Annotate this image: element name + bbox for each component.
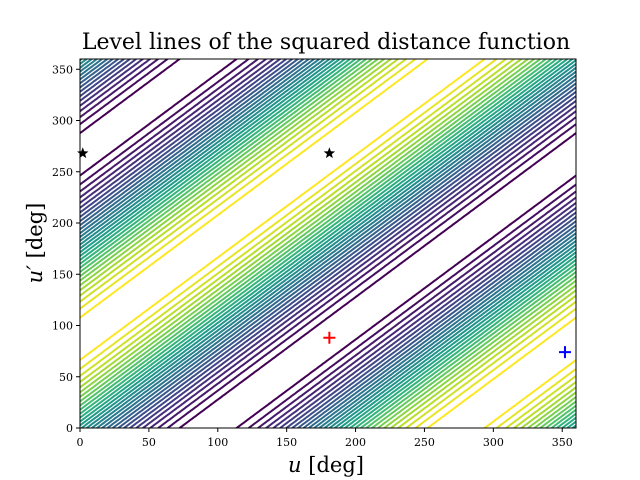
contour-level xyxy=(80,59,576,428)
y-axis-label: u′ [deg] xyxy=(23,203,47,284)
contour-level xyxy=(80,59,576,428)
x-tick-label: 100 xyxy=(207,436,228,449)
contour-level xyxy=(80,59,576,428)
y-tick-label: 0 xyxy=(66,422,73,435)
y-tick-label: 250 xyxy=(52,166,73,179)
contour-level xyxy=(80,59,576,428)
saddle-center-marker xyxy=(323,147,336,159)
x-tick-label: 150 xyxy=(276,436,297,449)
y-tick-label: 200 xyxy=(52,217,73,230)
y-tick-label: 50 xyxy=(59,371,73,384)
contour-lines xyxy=(80,59,576,428)
contour-level xyxy=(80,59,576,428)
contour-level xyxy=(80,59,576,428)
y-tick-label: 350 xyxy=(52,63,73,76)
contour-level xyxy=(80,59,576,428)
contour-level xyxy=(80,59,576,428)
contour-level xyxy=(80,59,576,428)
y-tick-label: 150 xyxy=(52,268,73,281)
x-tick-label: 0 xyxy=(77,436,84,449)
x-axis-ticks: 0 50 100 150 200 250 300 350 xyxy=(77,428,573,449)
x-axis-label: u [deg] xyxy=(288,453,364,477)
contour-level xyxy=(80,59,576,428)
x-axis-label-unit: [deg] xyxy=(302,453,364,477)
y-tick-label: 300 xyxy=(52,115,73,128)
second-minimum-marker xyxy=(558,346,571,359)
x-axis-label-var: u xyxy=(288,453,302,477)
contour-level xyxy=(80,59,576,428)
x-tick-label: 350 xyxy=(552,436,573,449)
global-minimum-marker xyxy=(323,331,336,344)
y-axis-ticks: 0 50 100 150 200 250 300 350 xyxy=(52,63,80,435)
x-tick-label: 200 xyxy=(345,436,366,449)
y-axis-label-unit: [deg] xyxy=(23,203,47,265)
y-axis-label-var: u′ xyxy=(23,265,47,284)
contour-level xyxy=(80,59,576,428)
marker-layer xyxy=(77,147,571,359)
x-tick-label: 50 xyxy=(142,436,156,449)
saddle-left-marker xyxy=(77,147,89,159)
x-tick-label: 300 xyxy=(483,436,504,449)
plot-frame xyxy=(79,58,577,429)
chart-title: Level lines of the squared distance func… xyxy=(82,30,570,55)
y-tick-label: 100 xyxy=(52,320,73,333)
contour-level xyxy=(80,59,576,428)
contour-level xyxy=(80,59,576,428)
x-tick-label: 250 xyxy=(414,436,435,449)
